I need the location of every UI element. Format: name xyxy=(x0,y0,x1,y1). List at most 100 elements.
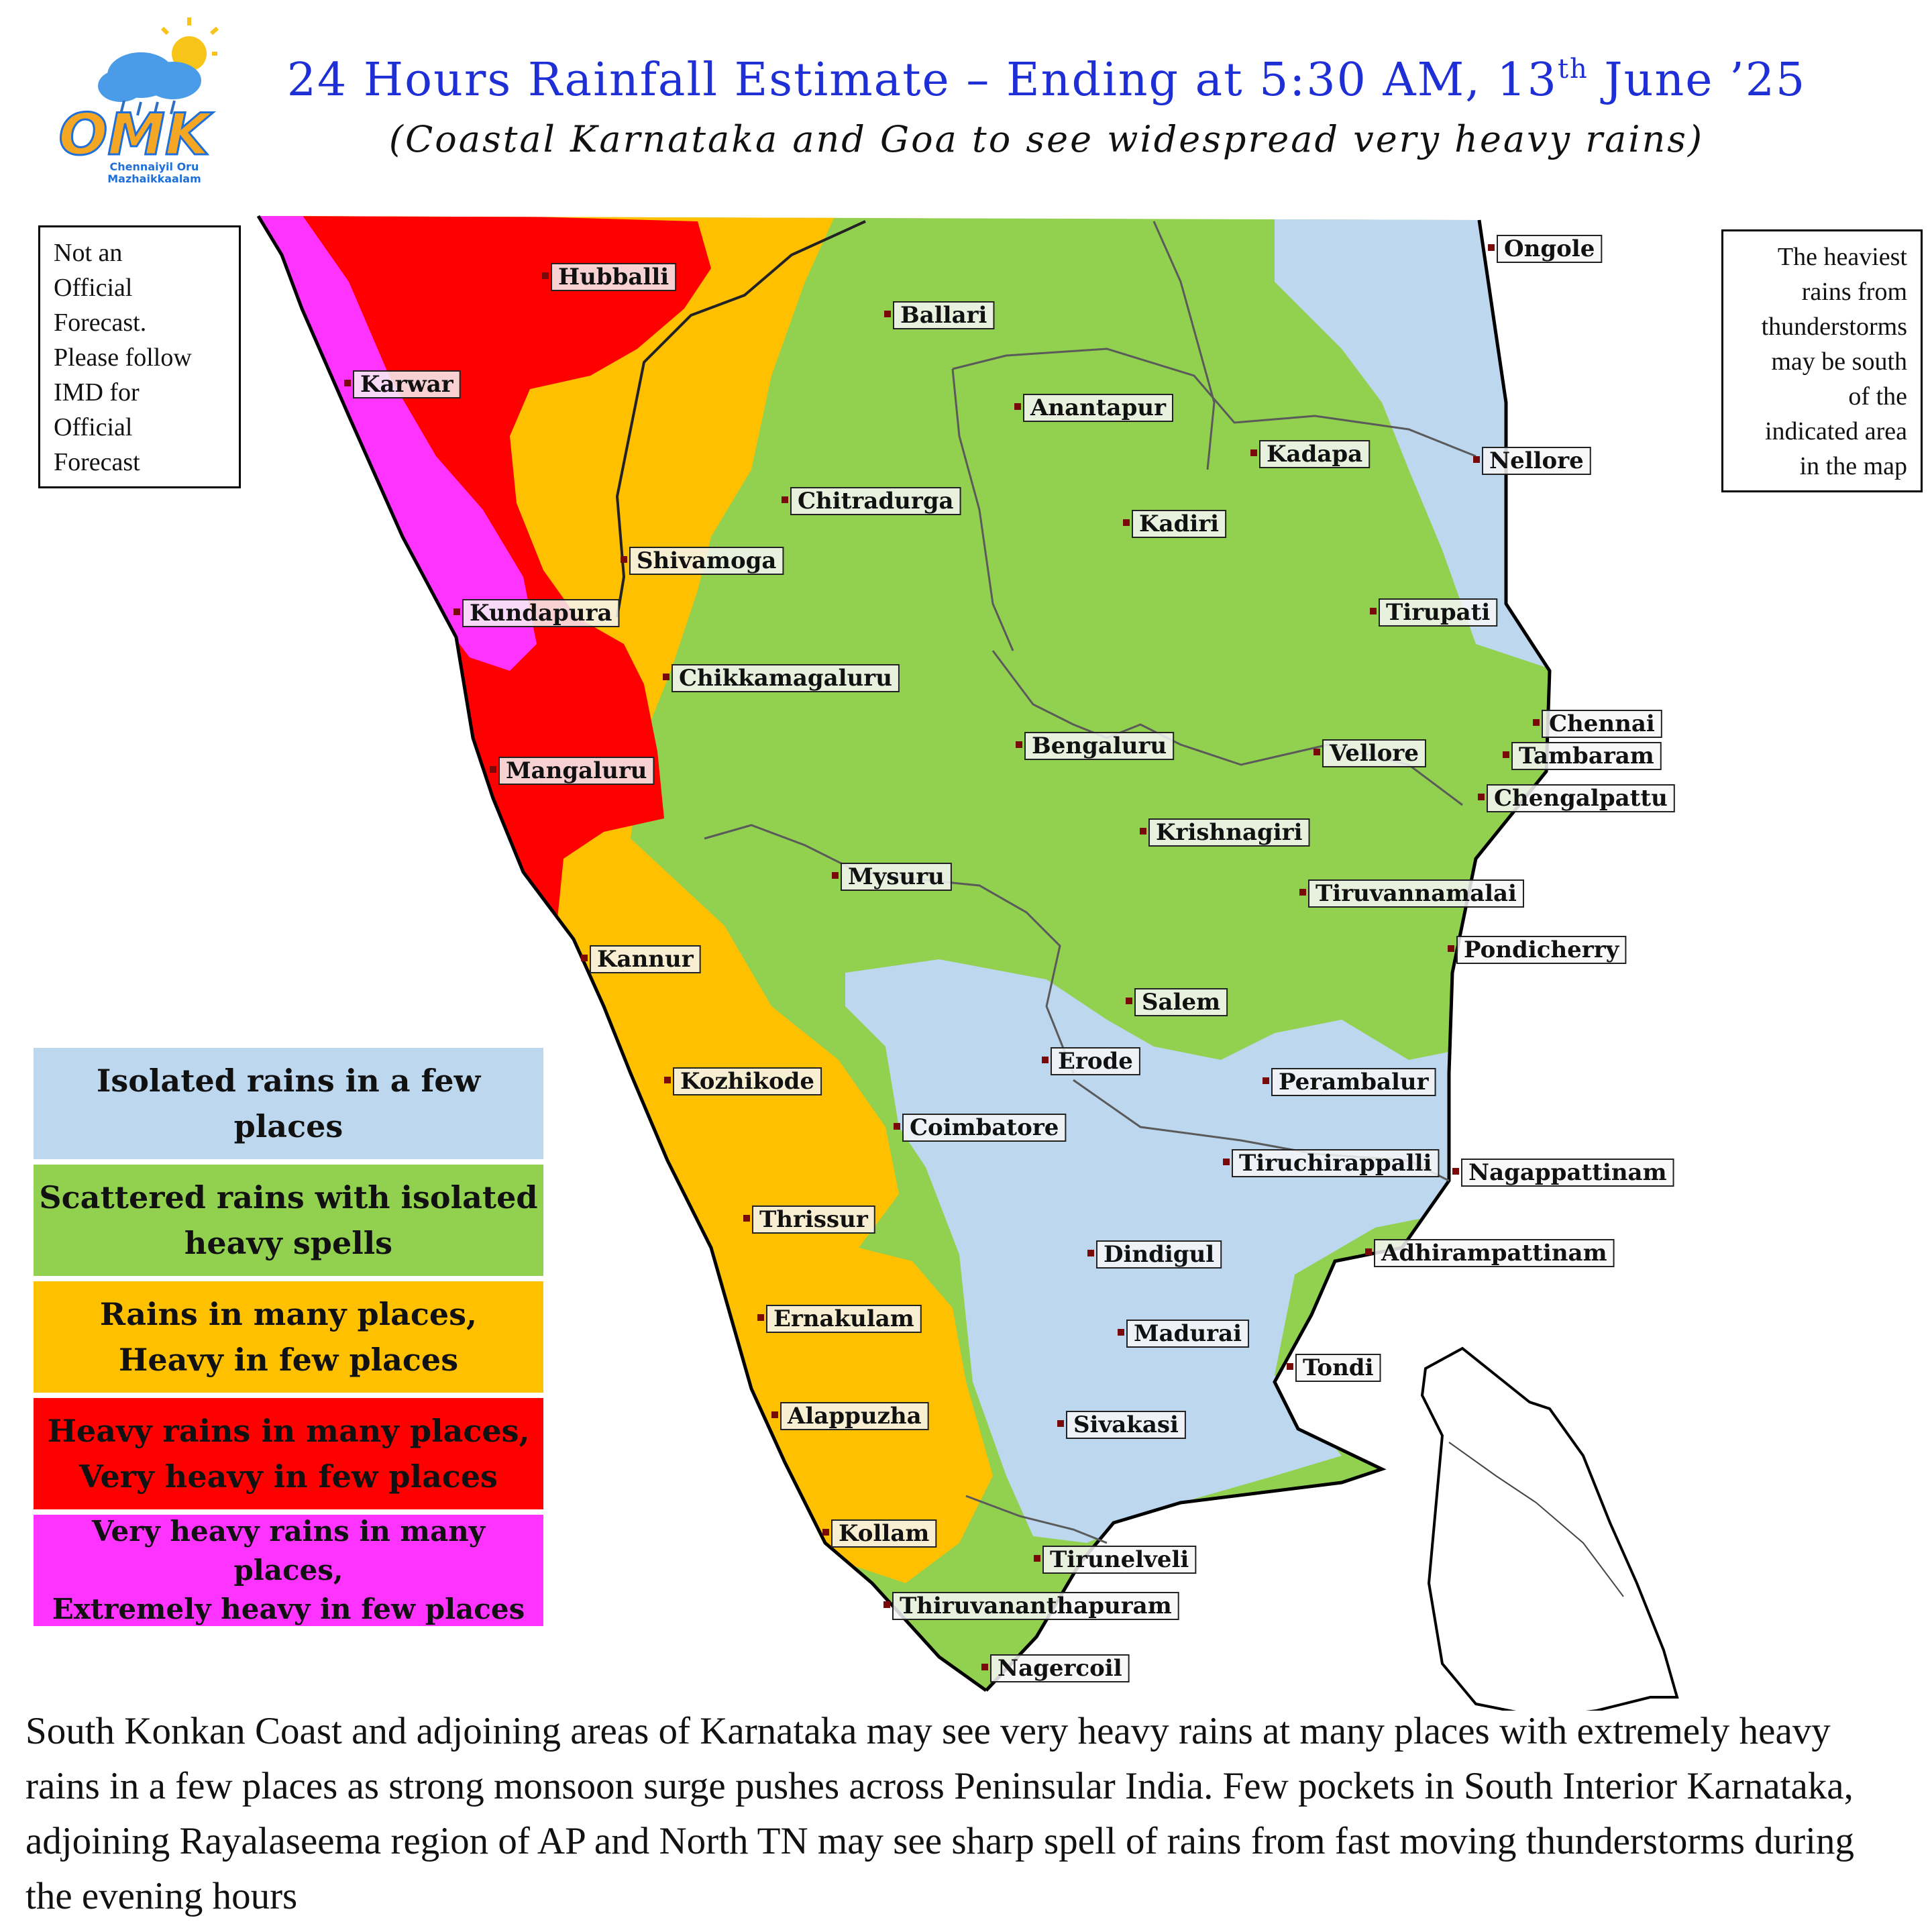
legend-item-very-heavy: Very heavy rains in many places, Extremel… xyxy=(34,1515,543,1626)
place-marker: Tondi xyxy=(1287,1354,1381,1382)
svg-text:Nellore: Nellore xyxy=(1489,447,1584,474)
place-marker: Tiruchirappalli xyxy=(1223,1149,1440,1177)
svg-text:Hubballi: Hubballi xyxy=(558,264,669,290)
svg-text:Thiruvananthapuram: Thiruvananthapuram xyxy=(900,1593,1172,1619)
place-marker: Tambaram xyxy=(1503,742,1662,770)
svg-text:Kannur: Kannur xyxy=(597,946,694,973)
coastline xyxy=(256,215,987,1693)
place-marker: Chennai xyxy=(1533,710,1662,738)
svg-text:Perambalur: Perambalur xyxy=(1279,1069,1430,1095)
svg-text:Sivakasi: Sivakasi xyxy=(1073,1411,1179,1438)
place-marker: Kozhikode xyxy=(664,1067,822,1095)
svg-text:Madurai: Madurai xyxy=(1134,1320,1242,1347)
svg-text:Nagappattinam: Nagappattinam xyxy=(1468,1159,1667,1186)
svg-text:Tiruvannamalai: Tiruvannamalai xyxy=(1316,880,1517,907)
svg-text:Salem: Salem xyxy=(1142,989,1220,1016)
place-marker: Erode xyxy=(1042,1047,1140,1075)
svg-text:Chikkamagaluru: Chikkamagaluru xyxy=(679,665,892,692)
place-marker: Madurai xyxy=(1118,1320,1250,1348)
svg-text:Ongole: Ongole xyxy=(1504,235,1595,262)
place-marker: Kadapa xyxy=(1250,440,1371,468)
svg-text:Mysuru: Mysuru xyxy=(848,863,945,890)
svg-text:Kozhikode: Kozhikode xyxy=(680,1068,814,1095)
place-marker: Bengaluru xyxy=(1016,732,1175,760)
disclaimer-note: Not an Official Forecast. Please follow IMD… xyxy=(38,225,241,488)
place-marker: Nagercoil xyxy=(981,1654,1130,1682)
svg-text:Kollam: Kollam xyxy=(839,1520,929,1547)
place-marker: Dindigul xyxy=(1087,1240,1222,1269)
map-title: 24 Hours Rainfall Estimate – Ending at 5… xyxy=(286,54,1807,107)
svg-text:Nagercoil: Nagercoil xyxy=(998,1655,1122,1682)
svg-text:Tirunelveli: Tirunelveli xyxy=(1050,1546,1189,1573)
svg-text:Alappuzha: Alappuzha xyxy=(787,1403,922,1430)
svg-text:Vellore: Vellore xyxy=(1329,740,1419,767)
svg-text:Thrissur: Thrissur xyxy=(759,1206,869,1233)
logo-tagline-1: Chennaiyil Oru xyxy=(110,160,199,173)
place-marker: Salem xyxy=(1126,988,1228,1016)
place-marker: Alappuzha xyxy=(771,1402,929,1430)
svg-text:Tondi: Tondi xyxy=(1303,1354,1374,1381)
place-marker: Ballari xyxy=(884,301,995,329)
svg-text:Ernakulam: Ernakulam xyxy=(773,1305,914,1332)
legend-item-scattered: Scattered rains with isolated heavy spell… xyxy=(34,1165,543,1276)
sri-lanka-outline xyxy=(1420,1346,1679,1711)
zone-isolated-east xyxy=(1275,216,1550,671)
place-marker: Chitradurga xyxy=(782,487,961,515)
place-marker: Sivakasi xyxy=(1057,1411,1186,1439)
place-marker: Anantapur xyxy=(1014,394,1173,422)
place-marker: Thrissur xyxy=(743,1205,875,1234)
svg-text:Erode: Erode xyxy=(1058,1048,1133,1075)
logo-mark: OMK xyxy=(58,101,213,168)
svg-text:Pondicherry: Pondicherry xyxy=(1464,936,1620,963)
svg-text:Bengaluru: Bengaluru xyxy=(1032,733,1167,759)
place-marker: Tiruvannamalai xyxy=(1299,879,1524,908)
place-marker: Chikkamagaluru xyxy=(663,664,900,692)
svg-text:Krishnagiri: Krishnagiri xyxy=(1156,819,1303,846)
place-marker: Karwar xyxy=(344,370,461,398)
svg-text:Tirupati: Tirupati xyxy=(1386,599,1490,626)
place-marker: Shivamoga xyxy=(621,547,784,575)
svg-text:Mangaluru: Mangaluru xyxy=(506,757,647,784)
place-marker: Ongole xyxy=(1488,235,1603,263)
rainfall-map: Hubballi Karwar Ballari Anantapur Chitra… xyxy=(256,215,1679,1711)
place-marker: Chengalpattu xyxy=(1478,784,1675,812)
map-legend: Isolated rains in a few places Scattered … xyxy=(34,1048,545,1631)
map-subtitle: (Coastal Karnataka and Goa to see widesp… xyxy=(388,118,1705,160)
svg-text:Coimbatore: Coimbatore xyxy=(910,1114,1059,1141)
legend-item-isolated: Isolated rains in a few places xyxy=(34,1048,543,1159)
place-marker: Kollam xyxy=(822,1519,937,1548)
svg-text:Kadapa: Kadapa xyxy=(1267,441,1362,468)
place-marker: Ernakulam xyxy=(757,1305,922,1333)
place-marker: Coimbatore xyxy=(894,1114,1067,1142)
svg-text:Ballari: Ballari xyxy=(900,302,987,329)
place-marker: Mysuru xyxy=(832,863,952,891)
svg-text:Tambaram: Tambaram xyxy=(1519,743,1654,769)
place-marker: Thiruvananthapuram xyxy=(883,1592,1179,1620)
svg-text:Shivamoga: Shivamoga xyxy=(637,547,776,574)
svg-text:Adhirampattinam: Adhirampattinam xyxy=(1381,1240,1607,1267)
place-marker: Perambalur xyxy=(1263,1068,1436,1096)
svg-text:Anantapur: Anantapur xyxy=(1030,394,1167,421)
place-marker: Nagappattinam xyxy=(1452,1159,1674,1187)
place-marker: Pondicherry xyxy=(1448,936,1627,964)
place-marker: Kadiri xyxy=(1123,510,1227,538)
forecast-description: South Konkan Coast and adjoining areas o… xyxy=(25,1710,1854,1917)
logo-tagline-2: Mazhaikkaalam xyxy=(107,172,201,185)
east-coastline xyxy=(985,219,1552,1692)
svg-text:Dindigul: Dindigul xyxy=(1104,1241,1214,1268)
svg-text:Kundapura: Kundapura xyxy=(470,600,612,627)
svg-text:Chitradurga: Chitradurga xyxy=(798,488,954,515)
place-marker: Tirunelveli xyxy=(1034,1546,1197,1574)
svg-text:Kadiri: Kadiri xyxy=(1139,511,1219,537)
svg-text:Karwar: Karwar xyxy=(360,371,454,398)
place-marker: Kundapura xyxy=(453,599,620,627)
svg-text:Tiruchirappalli: Tiruchirappalli xyxy=(1239,1150,1432,1177)
place-marker: Mangaluru xyxy=(490,757,655,785)
omk-logo: OMK Chennaiyil Oru Mazhaikkaalam xyxy=(7,13,221,197)
thunderstorm-note: The heaviest rains from thunderstorms may … xyxy=(1721,229,1923,492)
place-marker: Vellore xyxy=(1313,739,1426,767)
place-marker: Nellore xyxy=(1473,447,1591,475)
svg-text:Chengalpattu: Chengalpattu xyxy=(1494,785,1668,812)
state-boundary-ka xyxy=(615,220,866,618)
